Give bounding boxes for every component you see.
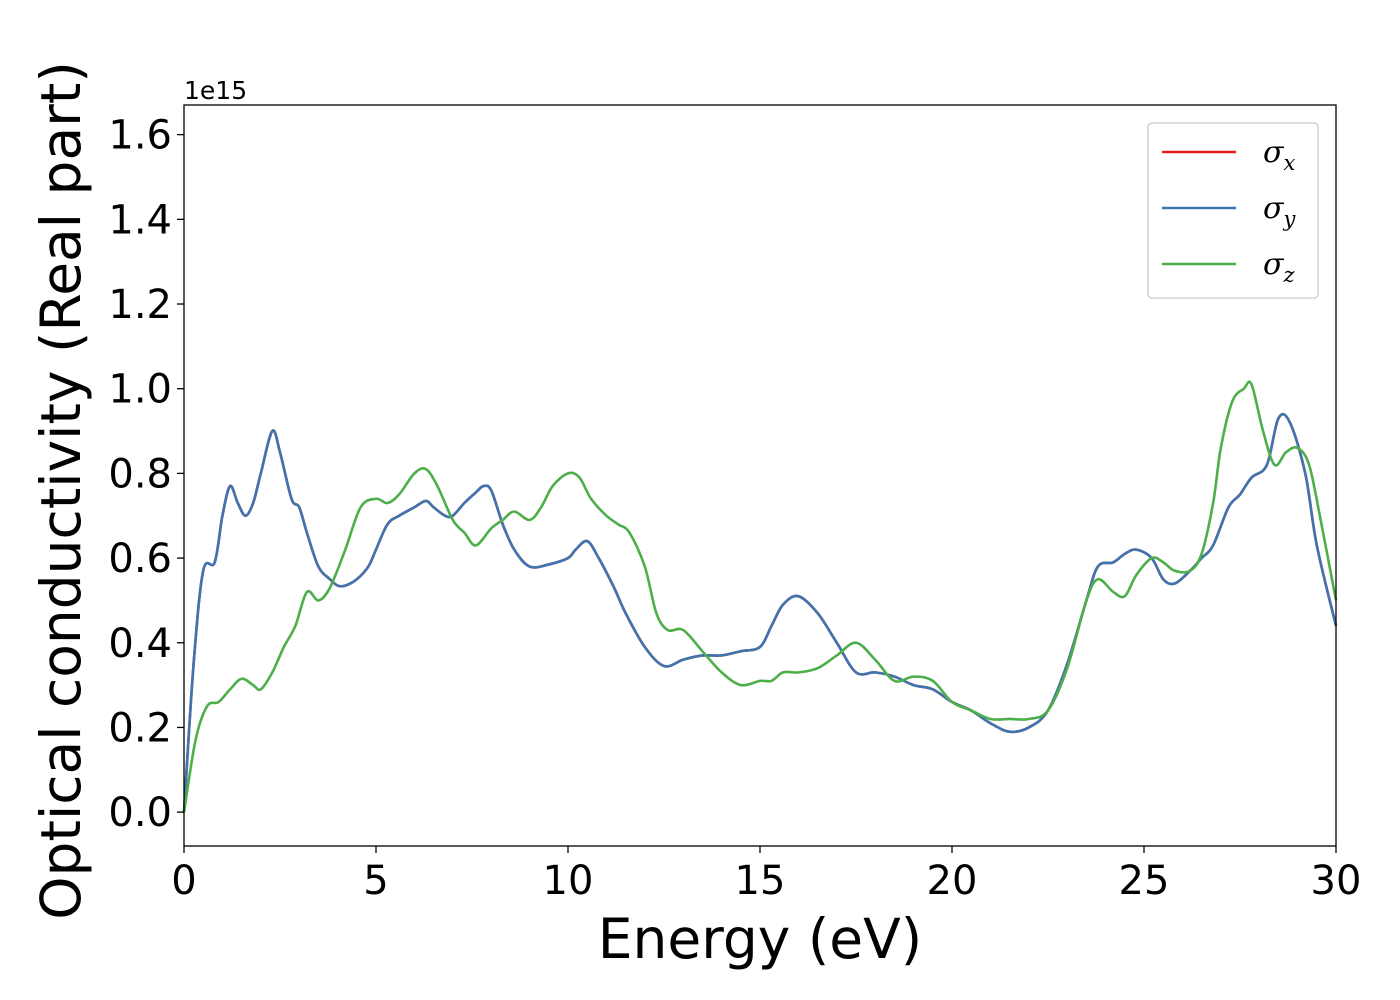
legend-symbol: σ xyxy=(1263,135,1285,170)
y-axis-label: Optical conductivity (Real part) xyxy=(29,61,93,920)
x-tick-label: 15 xyxy=(735,858,786,904)
ticks-layer: 0 5 10 15 20 25 30 0.0 0.2 0.4 0.6 0.8 1.0 1.2 1.4 1.6 xyxy=(108,113,1361,904)
legend-label-z: σz xyxy=(1263,247,1295,287)
series-line-y xyxy=(182,412,1338,813)
series-line-z xyxy=(182,380,1338,813)
y-tick-label: 1.0 xyxy=(108,367,172,413)
y-tick-label: 0.2 xyxy=(108,705,172,751)
series-layer xyxy=(182,380,1338,813)
legend-label-x: σx xyxy=(1263,135,1295,175)
x-axis-label: Energy (eV) xyxy=(598,907,922,971)
y-tick-label: 0.8 xyxy=(108,451,172,497)
legend-symbol: σ xyxy=(1263,247,1285,282)
y-tick-label: 1.2 xyxy=(108,282,172,328)
legend-subscript: x xyxy=(1283,151,1295,175)
y-tick-label: 0.6 xyxy=(108,536,172,582)
legend-label-y: σy xyxy=(1263,191,1296,231)
y-tick-label: 1.4 xyxy=(108,197,172,243)
y-tick-label: 0.0 xyxy=(108,790,172,836)
x-tick-label: 10 xyxy=(543,858,594,904)
x-tick-label: 0 xyxy=(171,858,196,904)
legend-box xyxy=(1147,122,1319,299)
legend-symbol: σ xyxy=(1263,191,1285,226)
x-tick-label: 30 xyxy=(1311,858,1362,904)
legend-subscript: z xyxy=(1282,263,1295,287)
y-scale-offset-label: 1e15 xyxy=(184,76,247,105)
legend-subscript: y xyxy=(1282,207,1296,231)
x-tick-label: 25 xyxy=(1119,858,1170,904)
x-tick-label: 5 xyxy=(363,858,388,904)
y-tick-label: 0.4 xyxy=(108,621,172,667)
x-tick-label: 20 xyxy=(927,858,978,904)
y-tick-label: 1.6 xyxy=(108,113,172,159)
